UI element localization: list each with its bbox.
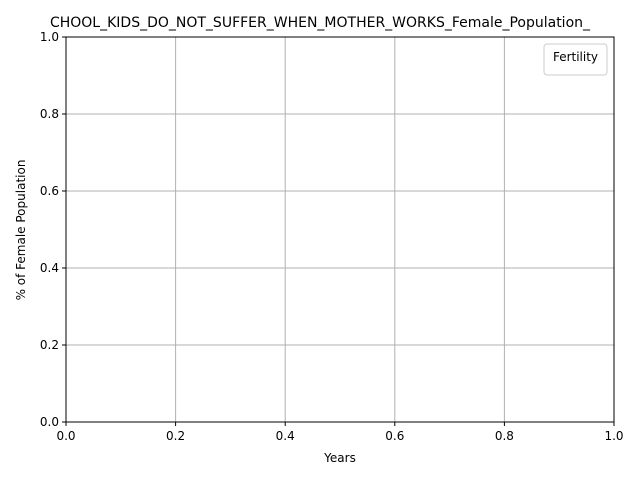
legend: Fertility [543, 43, 608, 76]
y-tick-label: 1.0 [40, 30, 59, 44]
y-axis-ticks: 0.0 0.2 0.4 0.6 0.8 1.0 [40, 30, 66, 429]
y-tick-label: 0.6 [40, 184, 59, 198]
chart-title: CHOOL_KIDS_DO_NOT_SUFFER_WHEN_MOTHER_WOR… [50, 15, 591, 31]
x-axis-ticks: 0.0 0.2 0.4 0.6 0.8 1.0 [56, 422, 624, 443]
x-tick-label: 0.4 [276, 429, 295, 443]
y-tick-label: 0.4 [40, 261, 59, 275]
plot-area-frame [65, 36, 615, 423]
grid-layer [65, 36, 615, 423]
x-tick-label: 0.0 [56, 429, 75, 443]
x-tick-label: 0.6 [385, 429, 404, 443]
legend-box [543, 43, 608, 76]
y-axis-label: % of Female Population [14, 160, 28, 301]
x-tick-label: 0.8 [495, 429, 514, 443]
y-tick-label: 0.0 [40, 415, 59, 429]
x-tick-label: 0.2 [166, 429, 185, 443]
y-tick-label: 0.2 [40, 338, 59, 352]
y-tick-label: 0.8 [40, 107, 59, 121]
x-axis-label: Years [323, 451, 356, 465]
legend-title: Fertility [553, 50, 598, 64]
x-tick-label: 1.0 [604, 429, 623, 443]
